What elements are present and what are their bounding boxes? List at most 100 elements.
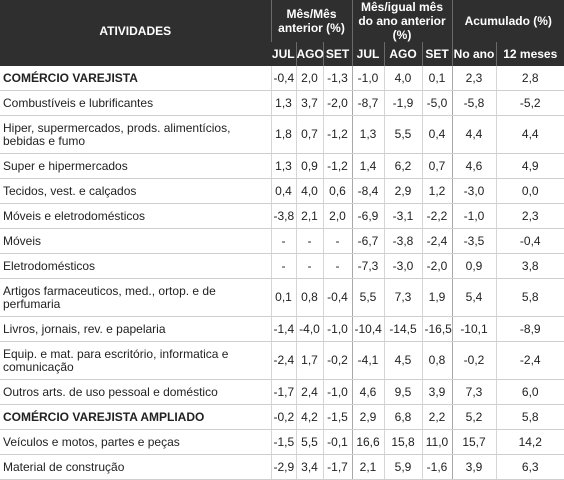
value-cell-ago-ya: -1,9 [383, 90, 422, 116]
subheader-set: SET [322, 42, 352, 66]
value-cell-12m: 2,3 [495, 203, 564, 229]
value-cell-set-mm: - [322, 253, 352, 279]
value-cell-ago-mm: 0,9 [295, 153, 323, 179]
table-row: Veículos e motos, partes e peças -1,5 5,5-… [0, 429, 564, 455]
value-cell-ago-mm: -4,0 [295, 316, 323, 342]
value-cell-ago-ya: 4,5 [383, 341, 422, 380]
value-cell-jul-ya: -6,7 [351, 228, 384, 254]
value-cell-ago-mm: 1,7 [295, 341, 323, 380]
table-row: COMÉRCIO VAREJISTA -0,4 2,0 -1,3 -1,0 4,0 0,1 2… [0, 66, 564, 91]
value-cell-ago-mm: 2,0 [295, 66, 323, 91]
value-cell-jul-ya: -8,7 [351, 90, 384, 116]
value-cell-set-ya: 0,8 [421, 341, 452, 380]
value-cell-jul-ya: 1,3 [351, 115, 384, 154]
value-cell-ytd: 5,4 [451, 278, 496, 317]
table-row: COMÉRCIO VAREJISTA AMPLIADO -0,2 4,2 -1,5 2,… [0, 404, 564, 430]
value-cell-set-ya: 0,1 [421, 66, 452, 91]
value-cell-jul-ya: 2,1 [351, 454, 384, 480]
value-cell-12m: -0,4 [495, 228, 564, 254]
table-row: Material de construção -2,9 3,4 -1,7 2,1 5,9-… [0, 454, 564, 480]
value-cell-set-mm: -1,3 [322, 66, 352, 91]
subheader-year-to-date: No ano [451, 42, 496, 66]
value-cell-set-ya: -2,4 [421, 228, 452, 254]
value-cell-set-ya: 0,7 [421, 153, 452, 179]
value-cell-ytd: 0,9 [451, 253, 496, 279]
value-cell-set-mm: -1,2 [322, 153, 352, 179]
value-cell-ytd: -3,5 [451, 228, 496, 254]
value-cell-set-ya: -16,5 [421, 316, 452, 342]
value-cell-jul-ya: -7,3 [351, 253, 384, 279]
value-cell-ytd: 7,3 [451, 379, 496, 405]
value-cell-ytd: 5,2 [451, 404, 496, 430]
value-cell-jul-mm: -1,4 [270, 316, 296, 342]
activity-name: Móveis e eletrodomésticos [0, 203, 271, 229]
value-cell-ago-ya: 6,2 [383, 153, 422, 179]
value-cell-ytd: 4,4 [451, 115, 496, 154]
value-cell-ago-mm: 3,7 [295, 90, 323, 116]
value-cell-ago-mm: 2,4 [295, 379, 323, 405]
subheader-12-months: 12 meses [495, 42, 564, 66]
value-cell-jul-mm: -1,7 [270, 379, 296, 405]
table-row: Super e hipermercados 1,3 0,9 -1,2 1,4 6,2 0,7… [0, 153, 564, 179]
value-cell-jul-mm: 0,4 [270, 178, 296, 204]
value-cell-jul-mm: -3,8 [270, 203, 296, 229]
accumulated-header: Acumulado (%) [451, 0, 564, 42]
value-cell-set-mm: -0,1 [322, 429, 352, 455]
table-row: Outros arts. de uso pessoal e doméstico -… [0, 379, 564, 405]
value-cell-ago-ya: -14,5 [383, 316, 422, 342]
value-cell-set-ya: 0,4 [421, 115, 452, 154]
value-cell-ago-ya: -3,8 [383, 228, 422, 254]
value-cell-set-mm: 0,6 [322, 178, 352, 204]
value-cell-jul-mm: 1,3 [270, 90, 296, 116]
value-cell-ytd: -0,2 [451, 341, 496, 380]
activities-header: ATIVIDADES [0, 0, 271, 66]
value-cell-jul-mm: -1,5 [270, 429, 296, 455]
value-cell-set-mm: -1,5 [322, 404, 352, 430]
activity-name: Tecidos, vest. e calçados [0, 178, 271, 204]
value-cell-ago-ya: -3,1 [383, 203, 422, 229]
activity-name: COMÉRCIO VAREJISTA [0, 66, 271, 91]
value-cell-set-ya: 1,9 [421, 278, 452, 317]
value-cell-set-mm: 2,0 [322, 203, 352, 229]
value-cell-ago-mm: 3,4 [295, 454, 323, 480]
table-row: Equip. e mat. para escritório, informati… [0, 341, 564, 380]
subheader-jul: JUL [271, 42, 296, 66]
value-cell-ago-mm: 2,1 [295, 203, 323, 229]
value-cell-ytd: -1,0 [451, 203, 496, 229]
value-cell-set-ya: 2,2 [421, 404, 452, 430]
value-cell-jul-ya: 2,9 [351, 404, 384, 430]
value-cell-12m: 14,2 [495, 429, 564, 455]
value-cell-ago-mm: 4,2 [295, 404, 323, 430]
table-row: Hiper, supermercados, prods. alimentício… [0, 115, 564, 154]
value-cell-set-ya: 11,0 [421, 429, 452, 455]
value-cell-jul-mm: -0,4 [270, 66, 296, 91]
value-cell-jul-mm: - [270, 228, 296, 254]
table-row: Combustíveis e lubrificantes 1,3 3,7 -2,0 -8… [0, 90, 564, 116]
value-cell-ytd: 2,3 [451, 66, 496, 91]
table-row: Móveis e eletrodomésticos -3,8 2,1 2,0 -6,9-… [0, 203, 564, 229]
table-row: Artigos farmaceuticos, med., ortop. e de… [0, 278, 564, 317]
value-cell-set-mm: -1,2 [322, 115, 352, 154]
table-row: Tecidos, vest. e calçados 0,4 4,0 0,6 -8,4 2,… [0, 178, 564, 204]
subheader-ago: AGO [295, 42, 324, 66]
table-header: ATIVIDADES Mês/Mês anterior (%) Mês/igua… [0, 0, 564, 66]
value-cell-12m: 4,9 [495, 153, 564, 179]
value-cell-set-ya: 3,9 [421, 379, 452, 405]
value-cell-ago-ya: 4,0 [383, 66, 422, 91]
value-cell-ytd: -3,0 [451, 178, 496, 204]
value-cell-jul-mm: 1,3 [270, 153, 296, 179]
activity-name: Outros arts. de uso pessoal e doméstico [0, 379, 271, 405]
activity-name: Artigos farmaceuticos, med., ortop. e de… [0, 278, 271, 317]
value-cell-jul-ya: 5,5 [351, 278, 384, 317]
value-cell-12m: 6,3 [495, 454, 564, 480]
value-cell-ago-mm: - [295, 253, 323, 279]
value-cell-12m: 5,8 [495, 404, 564, 430]
value-cell-set-ya: -5,0 [421, 90, 452, 116]
value-cell-jul-ya: 4,6 [351, 379, 384, 405]
subheader-set: SET [421, 42, 452, 66]
table-body: COMÉRCIO VAREJISTA -0,4 2,0 -1,3 -1,0 4,0 0,1 2… [0, 66, 564, 480]
activity-name: COMÉRCIO VAREJISTA AMPLIADO [0, 404, 271, 430]
value-cell-jul-mm: -2,9 [270, 454, 296, 480]
value-cell-12m: 2,8 [495, 66, 564, 91]
activity-name: Material de construção [0, 454, 271, 480]
